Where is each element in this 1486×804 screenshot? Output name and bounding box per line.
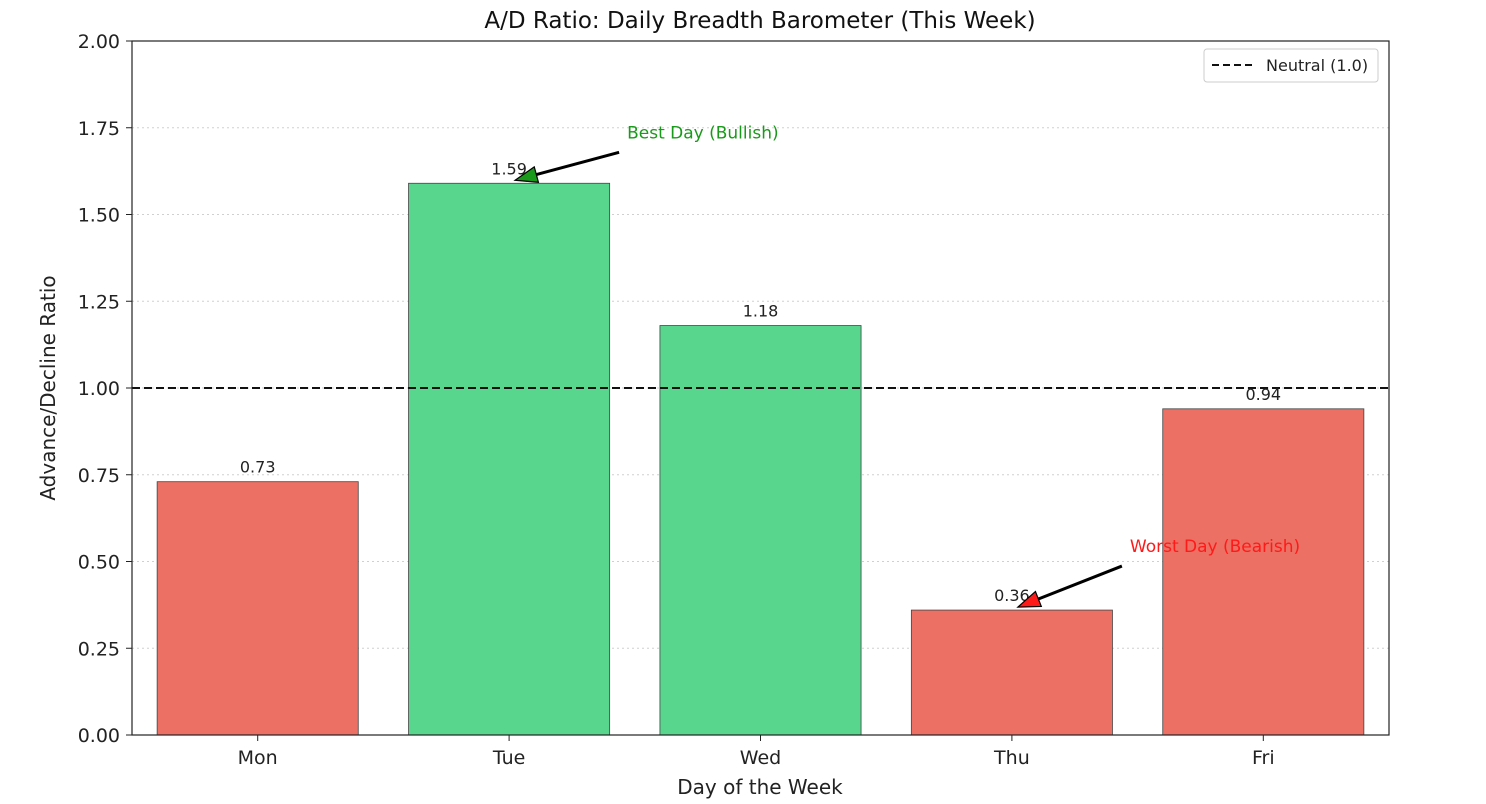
y-tick-label: 1.75 — [78, 118, 120, 140]
chart-title: A/D Ratio: Daily Breadth Barometer (This… — [484, 8, 1035, 34]
y-tick-label: 0.75 — [78, 465, 120, 487]
x-tick-label: Wed — [740, 747, 781, 769]
x-tick-label: Tue — [492, 747, 525, 769]
bar-tue — [408, 182, 611, 736]
y-tick-label: 1.00 — [78, 378, 120, 400]
annotation-text: Worst Day (Bearish) — [1130, 537, 1300, 557]
bar-fri — [1162, 408, 1365, 736]
plot-frame — [131, 40, 1390, 736]
annotation-text: Best Day (Bullish) — [627, 123, 779, 143]
y-tick-label: 0.00 — [78, 725, 120, 747]
y-tick-label: 0.25 — [78, 638, 120, 660]
data-label-fri: 0.94 — [1245, 385, 1281, 404]
legend-box — [1203, 48, 1379, 83]
y-axis-title: Advance/Decline Ratio — [36, 275, 60, 500]
annotation-arrow-head — [1016, 590, 1043, 608]
x-axis-title: Day of the Week — [677, 775, 843, 799]
x-tick-label: Fri — [1252, 747, 1275, 769]
bar-thu — [910, 609, 1113, 736]
annotation-arrow-head — [513, 165, 540, 183]
data-labels: 0.73 1.59 1.18 0.36 0.94 — [240, 159, 1281, 605]
y-tick-label: 1.25 — [78, 291, 120, 313]
annotation-arrow-shaft — [535, 150, 620, 176]
data-label-tue: 1.59 — [491, 159, 527, 178]
data-label-mon: 0.73 — [240, 458, 276, 477]
y-tick-label: 2.00 — [78, 31, 120, 53]
bar-wed — [659, 325, 862, 736]
y-tick-label: 0.50 — [78, 552, 120, 574]
x-tick-label: Mon — [238, 747, 278, 769]
data-label-thu: 0.36 — [994, 586, 1030, 605]
legend: Neutral (1.0) — [1203, 48, 1379, 83]
annotations: Best Day (Bullish) Worst Day (Bearish) — [513, 123, 1300, 608]
axes: 0.00 0.25 0.50 0.75 1.00 1.25 1.50 1.75 2.00 Mon T… — [78, 31, 1390, 769]
y-tick-label: 1.50 — [78, 205, 120, 227]
bars — [156, 182, 1365, 736]
legend-label: Neutral (1.0) — [1266, 56, 1368, 75]
bar-mon — [156, 481, 359, 736]
annotation-arrow-shaft — [1037, 564, 1123, 601]
data-label-wed: 1.18 — [743, 302, 779, 321]
x-tick-label: Thu — [993, 747, 1030, 769]
